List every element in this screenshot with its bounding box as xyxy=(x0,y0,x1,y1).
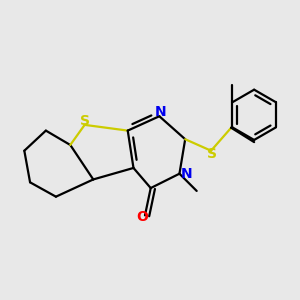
Text: S: S xyxy=(208,147,218,160)
Text: N: N xyxy=(155,105,166,119)
Text: S: S xyxy=(80,114,90,128)
Text: N: N xyxy=(181,167,192,181)
Text: O: O xyxy=(136,210,148,224)
